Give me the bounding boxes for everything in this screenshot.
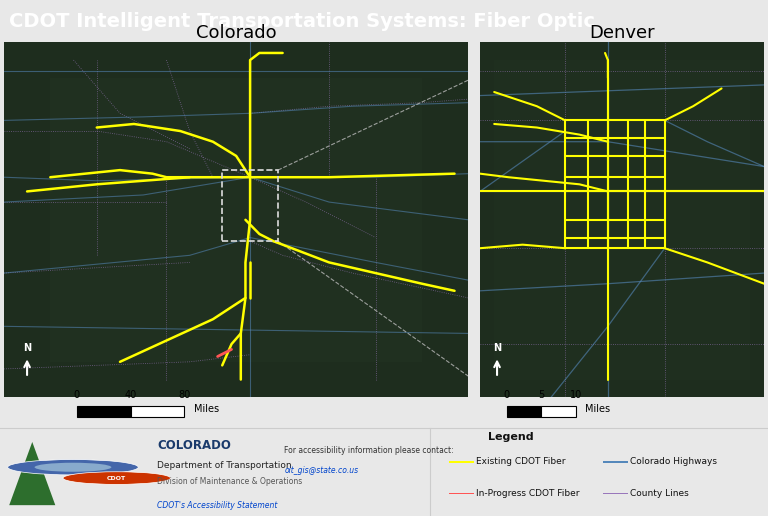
Text: County Lines: County Lines [630,489,688,498]
Bar [507,407,541,416]
Text: Existing CDOT Fiber: Existing CDOT Fiber [476,457,566,466]
Text: 0: 0 [74,390,80,399]
Bar [222,170,278,241]
Circle shape [63,472,170,485]
Text: In-Progress CDOT Fiber: In-Progress CDOT Fiber [476,489,580,498]
Text: Division of Maintenance & Operations: Division of Maintenance & Operations [157,477,303,486]
Bar [541,407,576,416]
Text: Legend: Legend [488,431,533,442]
Text: For accessibility information please contact:: For accessibility information please con… [284,446,454,456]
Text: Miles: Miles [585,404,611,414]
Text: Miles: Miles [194,404,219,414]
Text: N: N [23,343,31,353]
Bar [603,461,627,463]
Polygon shape [9,442,55,505]
Text: 40: 40 [124,390,137,399]
Bar [51,78,422,362]
Circle shape [35,463,111,472]
Text: oit_gis@state.co.us: oit_gis@state.co.us [284,466,359,475]
Text: 0: 0 [504,390,510,399]
Bar [603,493,627,494]
Text: CDOT's Accessibility Statement: CDOT's Accessibility Statement [157,501,278,510]
Bar [77,407,131,416]
Text: COLORADO: COLORADO [157,439,231,452]
Text: CDOT Intelligent Transportation Systems: Fiber Optic: CDOT Intelligent Transportation Systems:… [9,12,595,30]
Circle shape [8,460,138,475]
Bar [449,461,474,463]
Title: Colorado: Colorado [196,24,276,42]
Text: CDOT: CDOT [108,476,126,480]
Text: Colorado Highways: Colorado Highways [630,457,717,466]
Text: Department of Transportation: Department of Transportation [157,461,292,470]
Bar [449,493,474,494]
Text: N: N [493,343,501,353]
Text: 80: 80 [178,390,190,399]
Bar [131,407,184,416]
Text: 10: 10 [570,390,582,399]
Text: 5: 5 [538,390,545,399]
Title: Denver: Denver [589,24,655,42]
